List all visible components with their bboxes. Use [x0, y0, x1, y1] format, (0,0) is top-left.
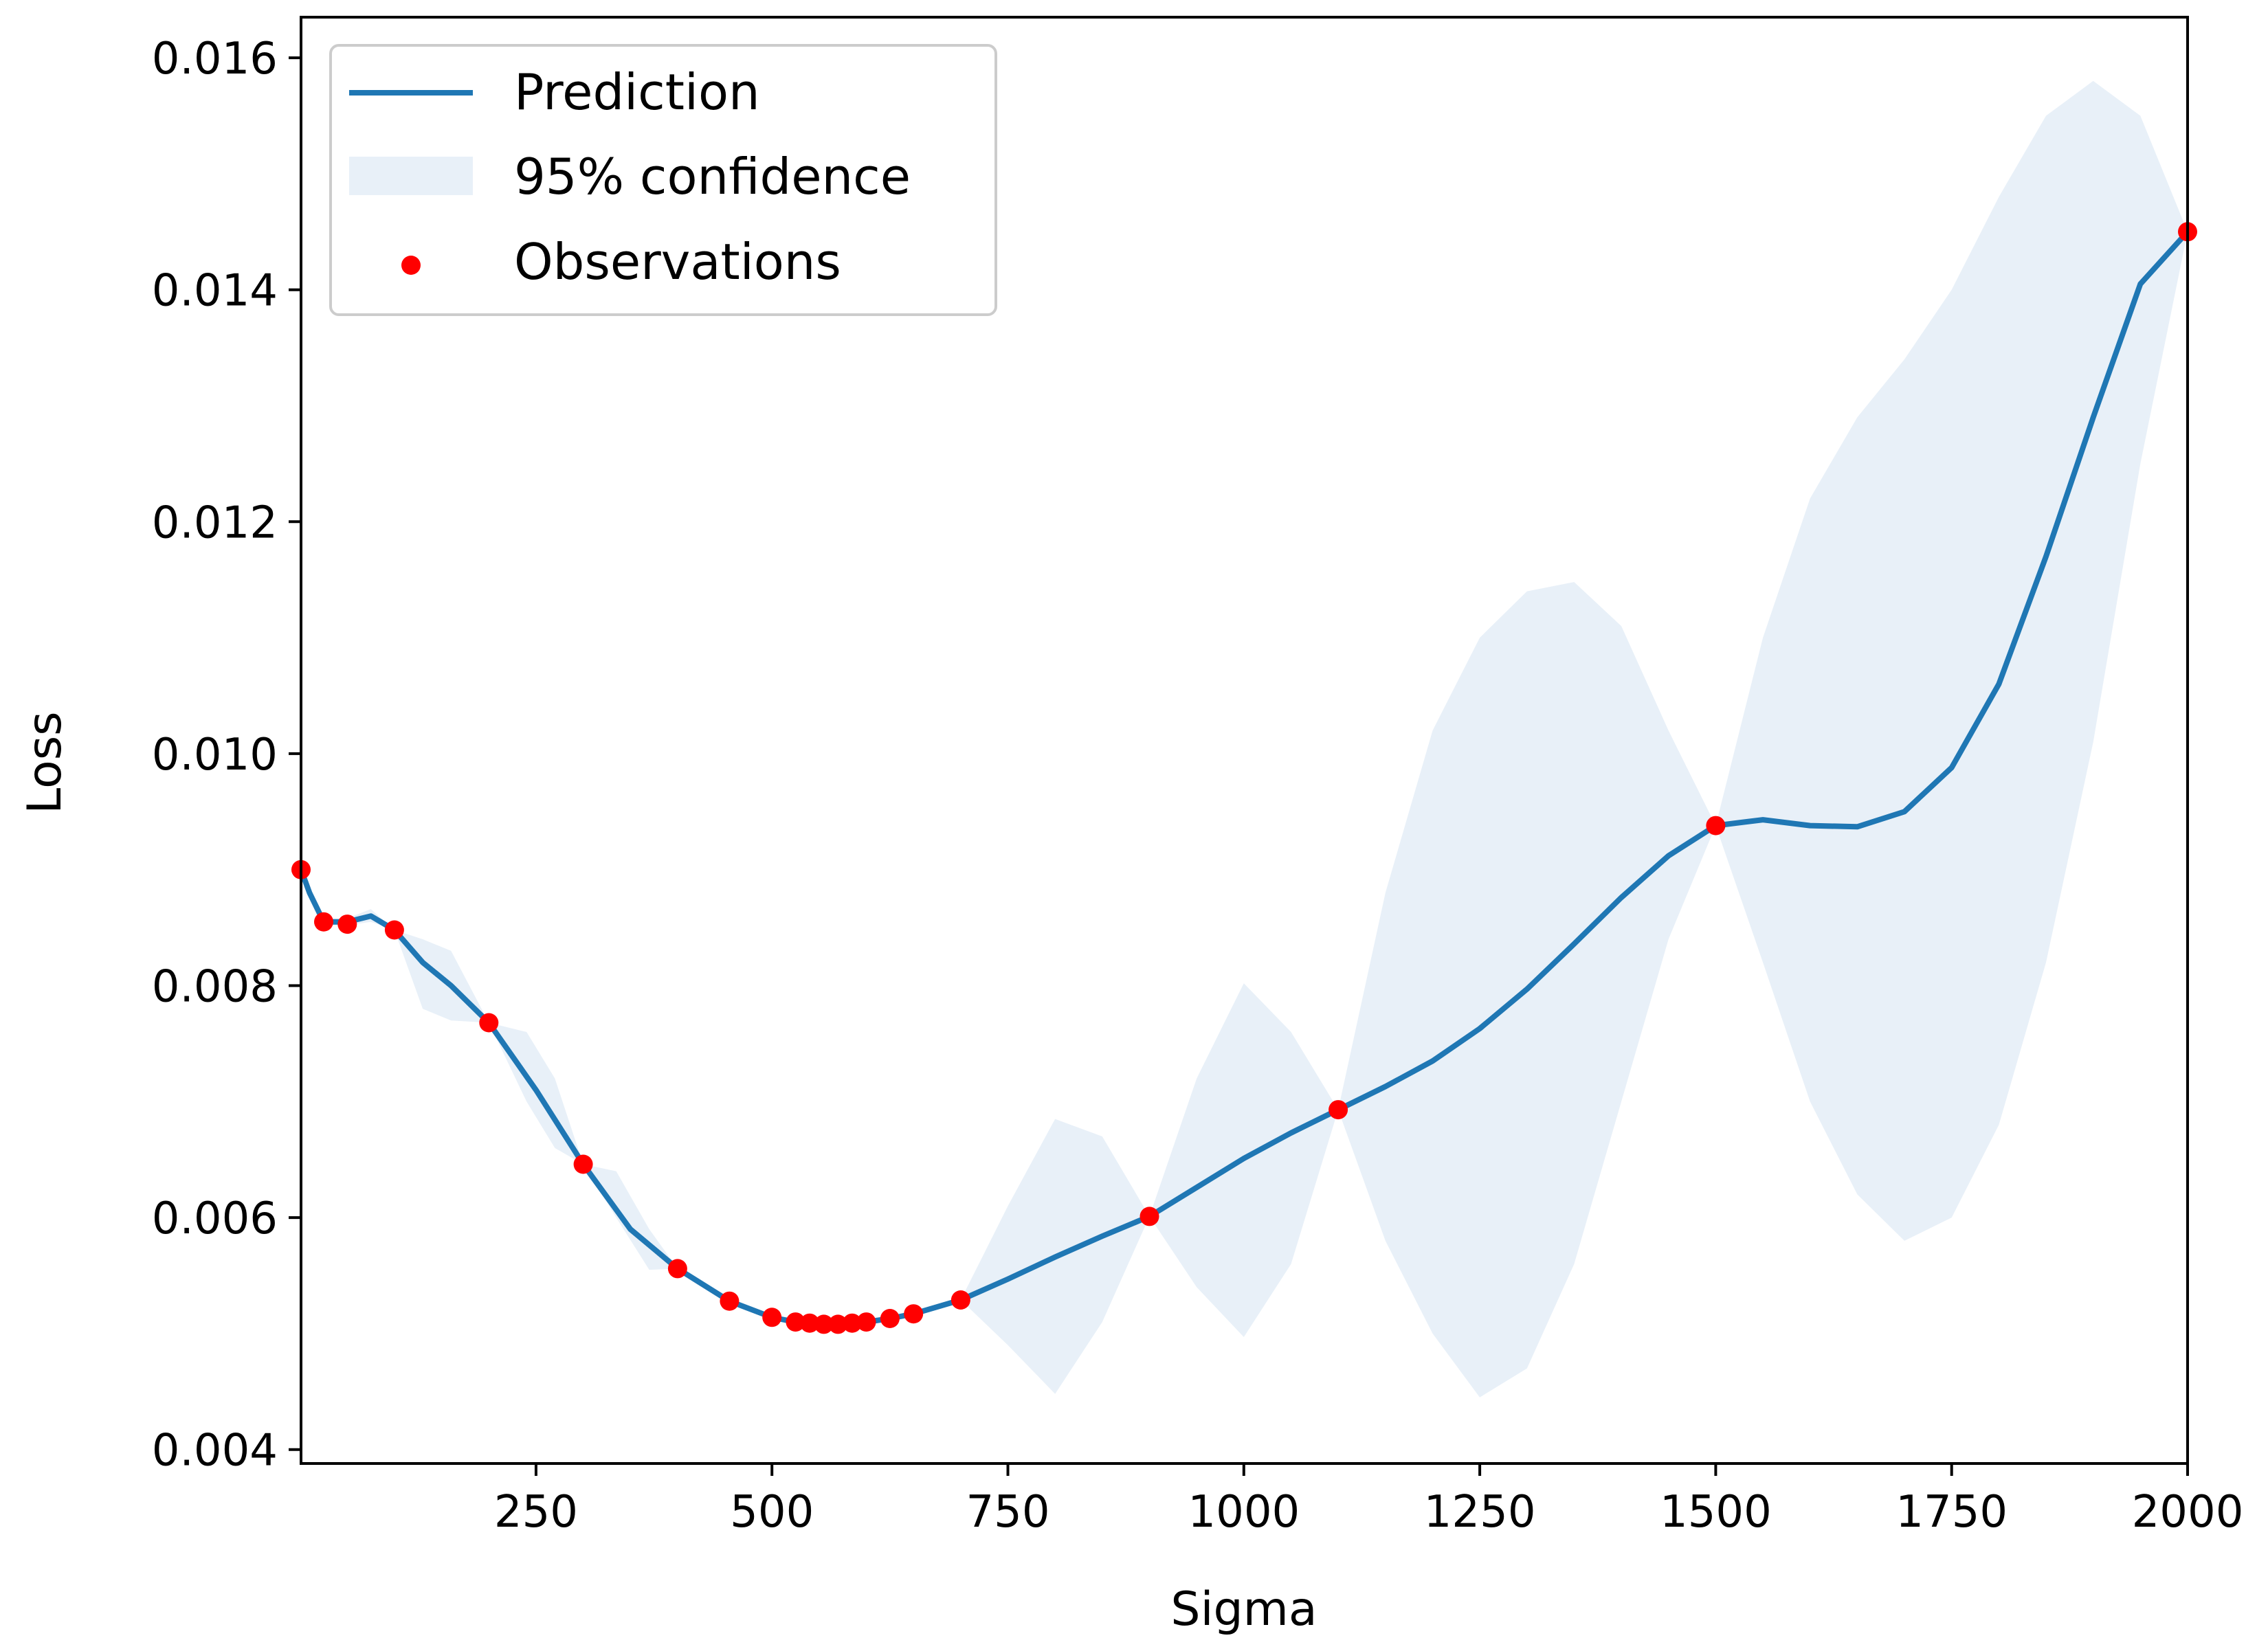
plot-area — [291, 80, 2197, 1398]
legend-observations-label: Observations — [514, 233, 841, 291]
observation-point — [950, 1290, 970, 1310]
observation-point — [573, 1154, 593, 1174]
observation-point — [904, 1304, 924, 1324]
observation-point — [1139, 1207, 1159, 1226]
x-tick-label: 1500 — [1660, 1487, 1772, 1538]
observation-point — [384, 920, 404, 940]
legend-observations-swatch — [401, 256, 421, 275]
legend-confidence-label: 95% confidence — [514, 148, 911, 205]
y-tick-label: 0.016 — [152, 34, 278, 85]
observation-point — [479, 1013, 499, 1033]
x-tick-label: 1750 — [1895, 1487, 2008, 1538]
y-axis-title: Loss — [18, 711, 72, 814]
observation-point — [720, 1291, 740, 1311]
x-tick-label: 250 — [494, 1487, 578, 1538]
y-tick-label: 0.008 — [152, 962, 278, 1013]
observation-point — [762, 1308, 782, 1327]
observation-point — [337, 915, 357, 934]
x-tick-label: 1000 — [1188, 1487, 1300, 1538]
observation-point — [856, 1312, 876, 1332]
observation-point — [314, 912, 333, 932]
observation-point — [842, 1313, 862, 1333]
observation-point — [880, 1309, 900, 1328]
y-tick-label: 0.014 — [152, 266, 278, 317]
x-axis-title: Sigma — [1170, 1582, 1317, 1637]
legend-prediction-label: Prediction — [514, 63, 760, 121]
x-tick-label: 750 — [966, 1487, 1049, 1538]
x-tick-label: 500 — [730, 1487, 814, 1538]
x-tick-label: 2000 — [2132, 1487, 2244, 1538]
observation-point — [814, 1314, 834, 1334]
observation-point — [786, 1312, 805, 1332]
confidence-band — [301, 80, 2188, 1398]
observation-point — [800, 1313, 820, 1333]
y-tick-label: 0.006 — [152, 1193, 278, 1244]
legend-frame — [329, 44, 997, 316]
legend: Prediction 95% confidence Observations — [329, 44, 997, 316]
observation-point — [667, 1259, 687, 1279]
legend-confidence-swatch — [349, 157, 473, 195]
y-tick-label: 0.004 — [152, 1426, 278, 1477]
observation-point — [1706, 816, 1726, 835]
axes: 250 500 750 1000 1250 1500 1750 2000 0.004 0.006 0… — [152, 16, 2244, 1538]
observation-point — [828, 1314, 848, 1334]
y-tick-label: 0.010 — [152, 730, 278, 781]
observation-point — [1328, 1100, 1348, 1120]
x-tick-label: 1250 — [1424, 1487, 1536, 1538]
y-tick-label: 0.012 — [152, 497, 278, 548]
